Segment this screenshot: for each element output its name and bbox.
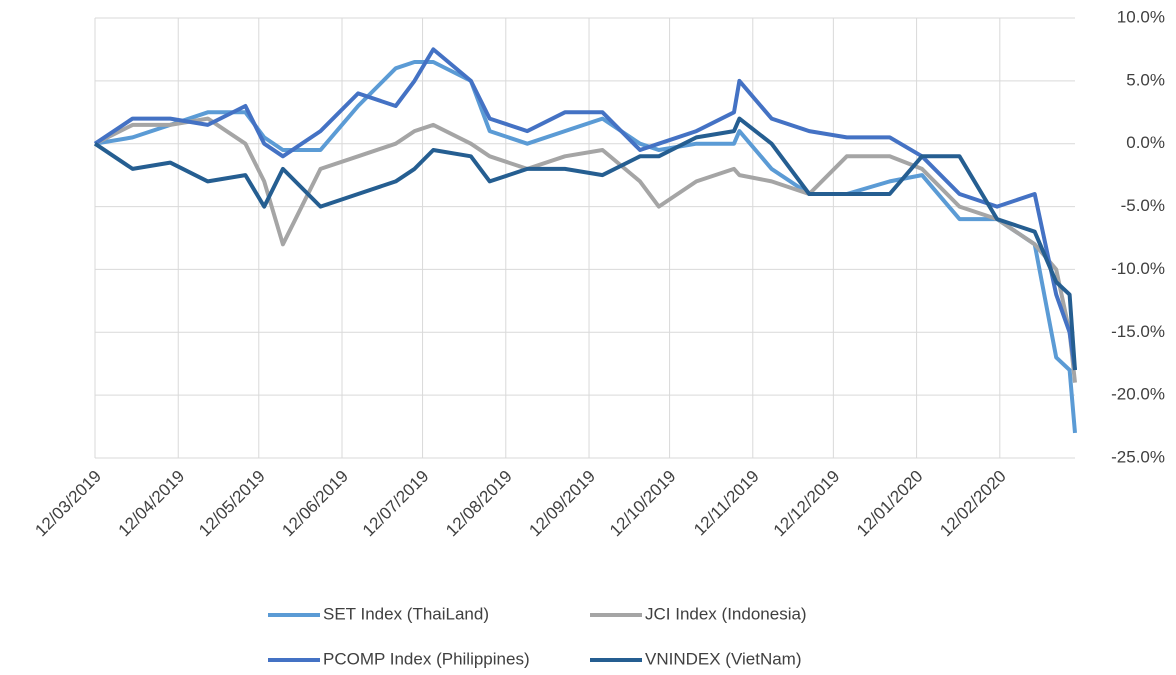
y-tick-label: -25.0% [1111,447,1165,466]
series-line [93,47,1077,371]
x-tick-label: 12/12/2019 [770,467,844,541]
x-tick-label: 12/02/2020 [936,467,1010,541]
y-tick-label: -15.0% [1111,322,1165,341]
legend-label: VNINDEX (VietNam) [645,649,802,668]
x-tick-label: 12/11/2019 [690,467,763,540]
legend-label: JCI Index (Indonesia) [645,604,807,623]
x-tick-label: 12/07/2019 [359,467,433,541]
y-tick-label: 5.0% [1126,70,1165,89]
y-tick-label: -5.0% [1121,196,1165,215]
y-tick-label: 10.0% [1117,7,1165,26]
y-tick-label: -20.0% [1111,385,1165,404]
legend-label: SET Index (ThaiLand) [323,604,489,623]
x-tick-label: 12/09/2019 [525,467,599,541]
x-tick-label: 12/04/2019 [115,467,189,541]
x-tick-label: 12/01/2020 [853,467,927,541]
y-tick-label: -10.0% [1111,259,1165,278]
series-line [93,116,1077,371]
x-tick-label: 12/10/2019 [606,467,680,541]
legend-label: PCOMP Index (Philippines) [323,649,530,668]
x-tick-label: 12/06/2019 [278,467,352,541]
series-line [94,116,1077,383]
y-tick-label: 0.0% [1126,133,1165,152]
x-tick-label: 12/03/2019 [31,467,105,541]
x-tick-label: 12/05/2019 [195,467,269,541]
x-tick-label: 12/08/2019 [442,467,516,541]
series-line [94,60,1077,434]
